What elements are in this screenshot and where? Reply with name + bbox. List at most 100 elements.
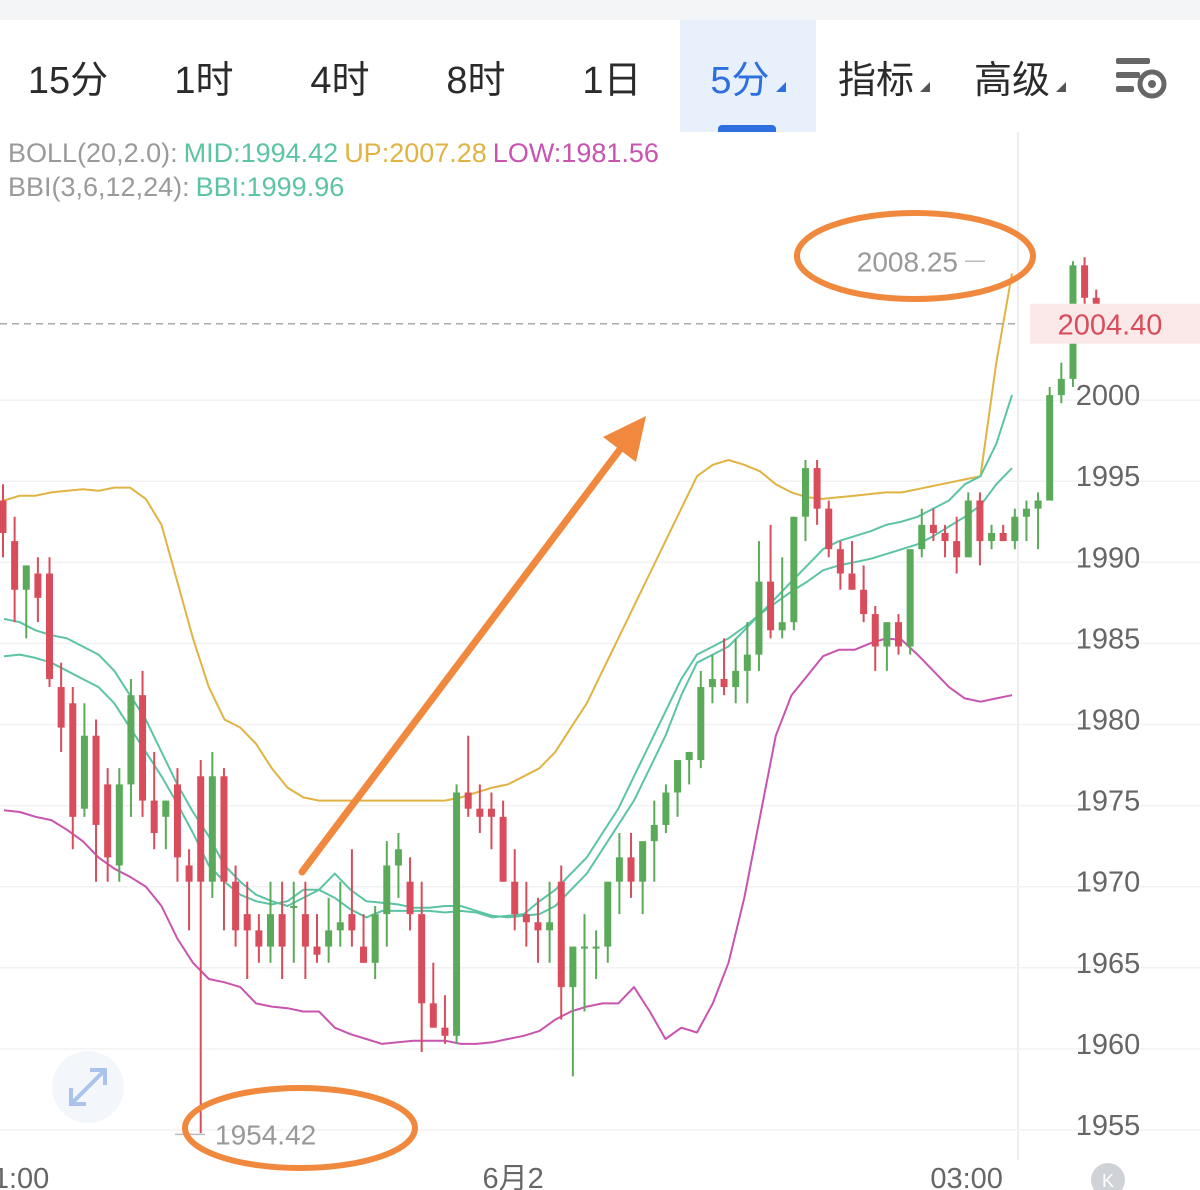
- candle: [639, 841, 647, 915]
- candle-body: [348, 914, 356, 931]
- candle-body: [34, 573, 42, 598]
- candle: [1046, 386, 1054, 501]
- tab-label: 1时: [174, 59, 234, 102]
- candle: [173, 768, 181, 882]
- y-tick-label: 1955: [1076, 1110, 1141, 1142]
- candle-body: [80, 735, 88, 809]
- candle: [813, 459, 821, 525]
- candle: [1022, 500, 1030, 542]
- candle: [767, 524, 775, 639]
- y-tick-label: 1960: [1076, 1029, 1141, 1061]
- candle: [46, 557, 54, 688]
- tab-1day[interactable]: 1日: [544, 20, 680, 132]
- x-tick-label: 6月2: [482, 1163, 543, 1190]
- candle: [185, 849, 193, 931]
- candle: [325, 897, 333, 963]
- candle-body: [336, 922, 344, 931]
- candle: [1034, 492, 1042, 550]
- candle: [290, 881, 298, 963]
- candle: [685, 751, 693, 785]
- tab-advanced[interactable]: 高级: [952, 20, 1088, 132]
- candle-body: [429, 1003, 437, 1028]
- k-badge-letter: K: [1102, 1171, 1114, 1190]
- dropdown-caret-icon: [1056, 82, 1066, 92]
- candle: [34, 557, 42, 623]
- tab-label: 4时: [310, 59, 370, 102]
- tab-label: 5分: [710, 59, 770, 102]
- candle: [476, 784, 484, 834]
- candle-body: [674, 760, 682, 793]
- tab-label: 8时: [446, 59, 506, 102]
- candle: [836, 541, 844, 590]
- candle: [348, 849, 356, 947]
- chart-settings-icon[interactable]: [1112, 50, 1172, 106]
- candle-body: [255, 930, 263, 947]
- candle: [313, 914, 321, 963]
- candle-body: [1057, 378, 1065, 396]
- candle-body: [848, 573, 856, 590]
- expand-arrows-icon[interactable]: [52, 1051, 124, 1123]
- tab-5min[interactable]: 5分: [680, 20, 816, 132]
- trend-arrow-shaft: [298, 440, 628, 876]
- candle: [546, 881, 554, 963]
- candle: [627, 833, 635, 898]
- candle: [69, 687, 77, 850]
- candle-body: [801, 468, 809, 517]
- candle-body: [301, 914, 309, 947]
- candle: [999, 524, 1007, 542]
- candle: [988, 524, 996, 550]
- indicator-lines: [3, 273, 1013, 1045]
- candle: [441, 995, 449, 1044]
- bbi-value: BBI:1999.96: [195, 172, 345, 202]
- k-badge-icon: K: [1091, 1163, 1125, 1190]
- y-tick-label: 1995: [1076, 461, 1141, 493]
- tab-4hour[interactable]: 4时: [272, 20, 408, 132]
- candle-body: [69, 703, 77, 817]
- candle: [790, 516, 798, 631]
- candle-body: [464, 792, 472, 809]
- candle-body: [650, 824, 658, 842]
- candle: [383, 841, 391, 947]
- boll-low-value: LOW:1981.56: [492, 138, 659, 168]
- candle-body: [1046, 395, 1054, 501]
- candle: [534, 897, 542, 963]
- candle: [11, 516, 19, 623]
- tab-label: 指标: [837, 59, 914, 102]
- candle: [22, 565, 30, 639]
- candle: [615, 833, 623, 915]
- candle-body: [685, 751, 693, 761]
- tab-1hour[interactable]: 1时: [136, 20, 272, 132]
- candle: [708, 654, 716, 704]
- candle-body: [511, 881, 519, 915]
- candle-body: [220, 776, 228, 882]
- candle: [871, 605, 879, 671]
- candle: [964, 492, 972, 558]
- tab-15min[interactable]: 15分: [0, 20, 136, 132]
- k-badge-bg: [1091, 1163, 1125, 1190]
- candle: [429, 962, 437, 1028]
- candle: [394, 833, 402, 898]
- tab-indicators[interactable]: 指标: [816, 20, 952, 132]
- low-price-label: 1954.42: [215, 1119, 316, 1150]
- series-line-bbi: [3, 467, 1013, 919]
- candle: [92, 719, 100, 882]
- candle-body: [964, 500, 972, 558]
- candle-body: [534, 922, 542, 931]
- candle: [743, 622, 751, 704]
- candle-body: [581, 946, 588, 949]
- candle-body: [557, 881, 565, 988]
- boll-name: BOLL(20,2.0):: [8, 138, 178, 168]
- candle: [418, 881, 426, 1053]
- candle-body: [860, 589, 868, 615]
- x-tick-label: 03:00: [930, 1163, 1003, 1190]
- candle: [243, 881, 251, 980]
- candle: [581, 914, 588, 1012]
- candle: [511, 849, 519, 931]
- candle-body: [46, 573, 54, 679]
- candle: [929, 508, 937, 542]
- candle: [976, 492, 984, 566]
- tab-8hour[interactable]: 8时: [408, 20, 544, 132]
- candle-body: [778, 622, 786, 631]
- y-tick-label: 1980: [1076, 705, 1141, 737]
